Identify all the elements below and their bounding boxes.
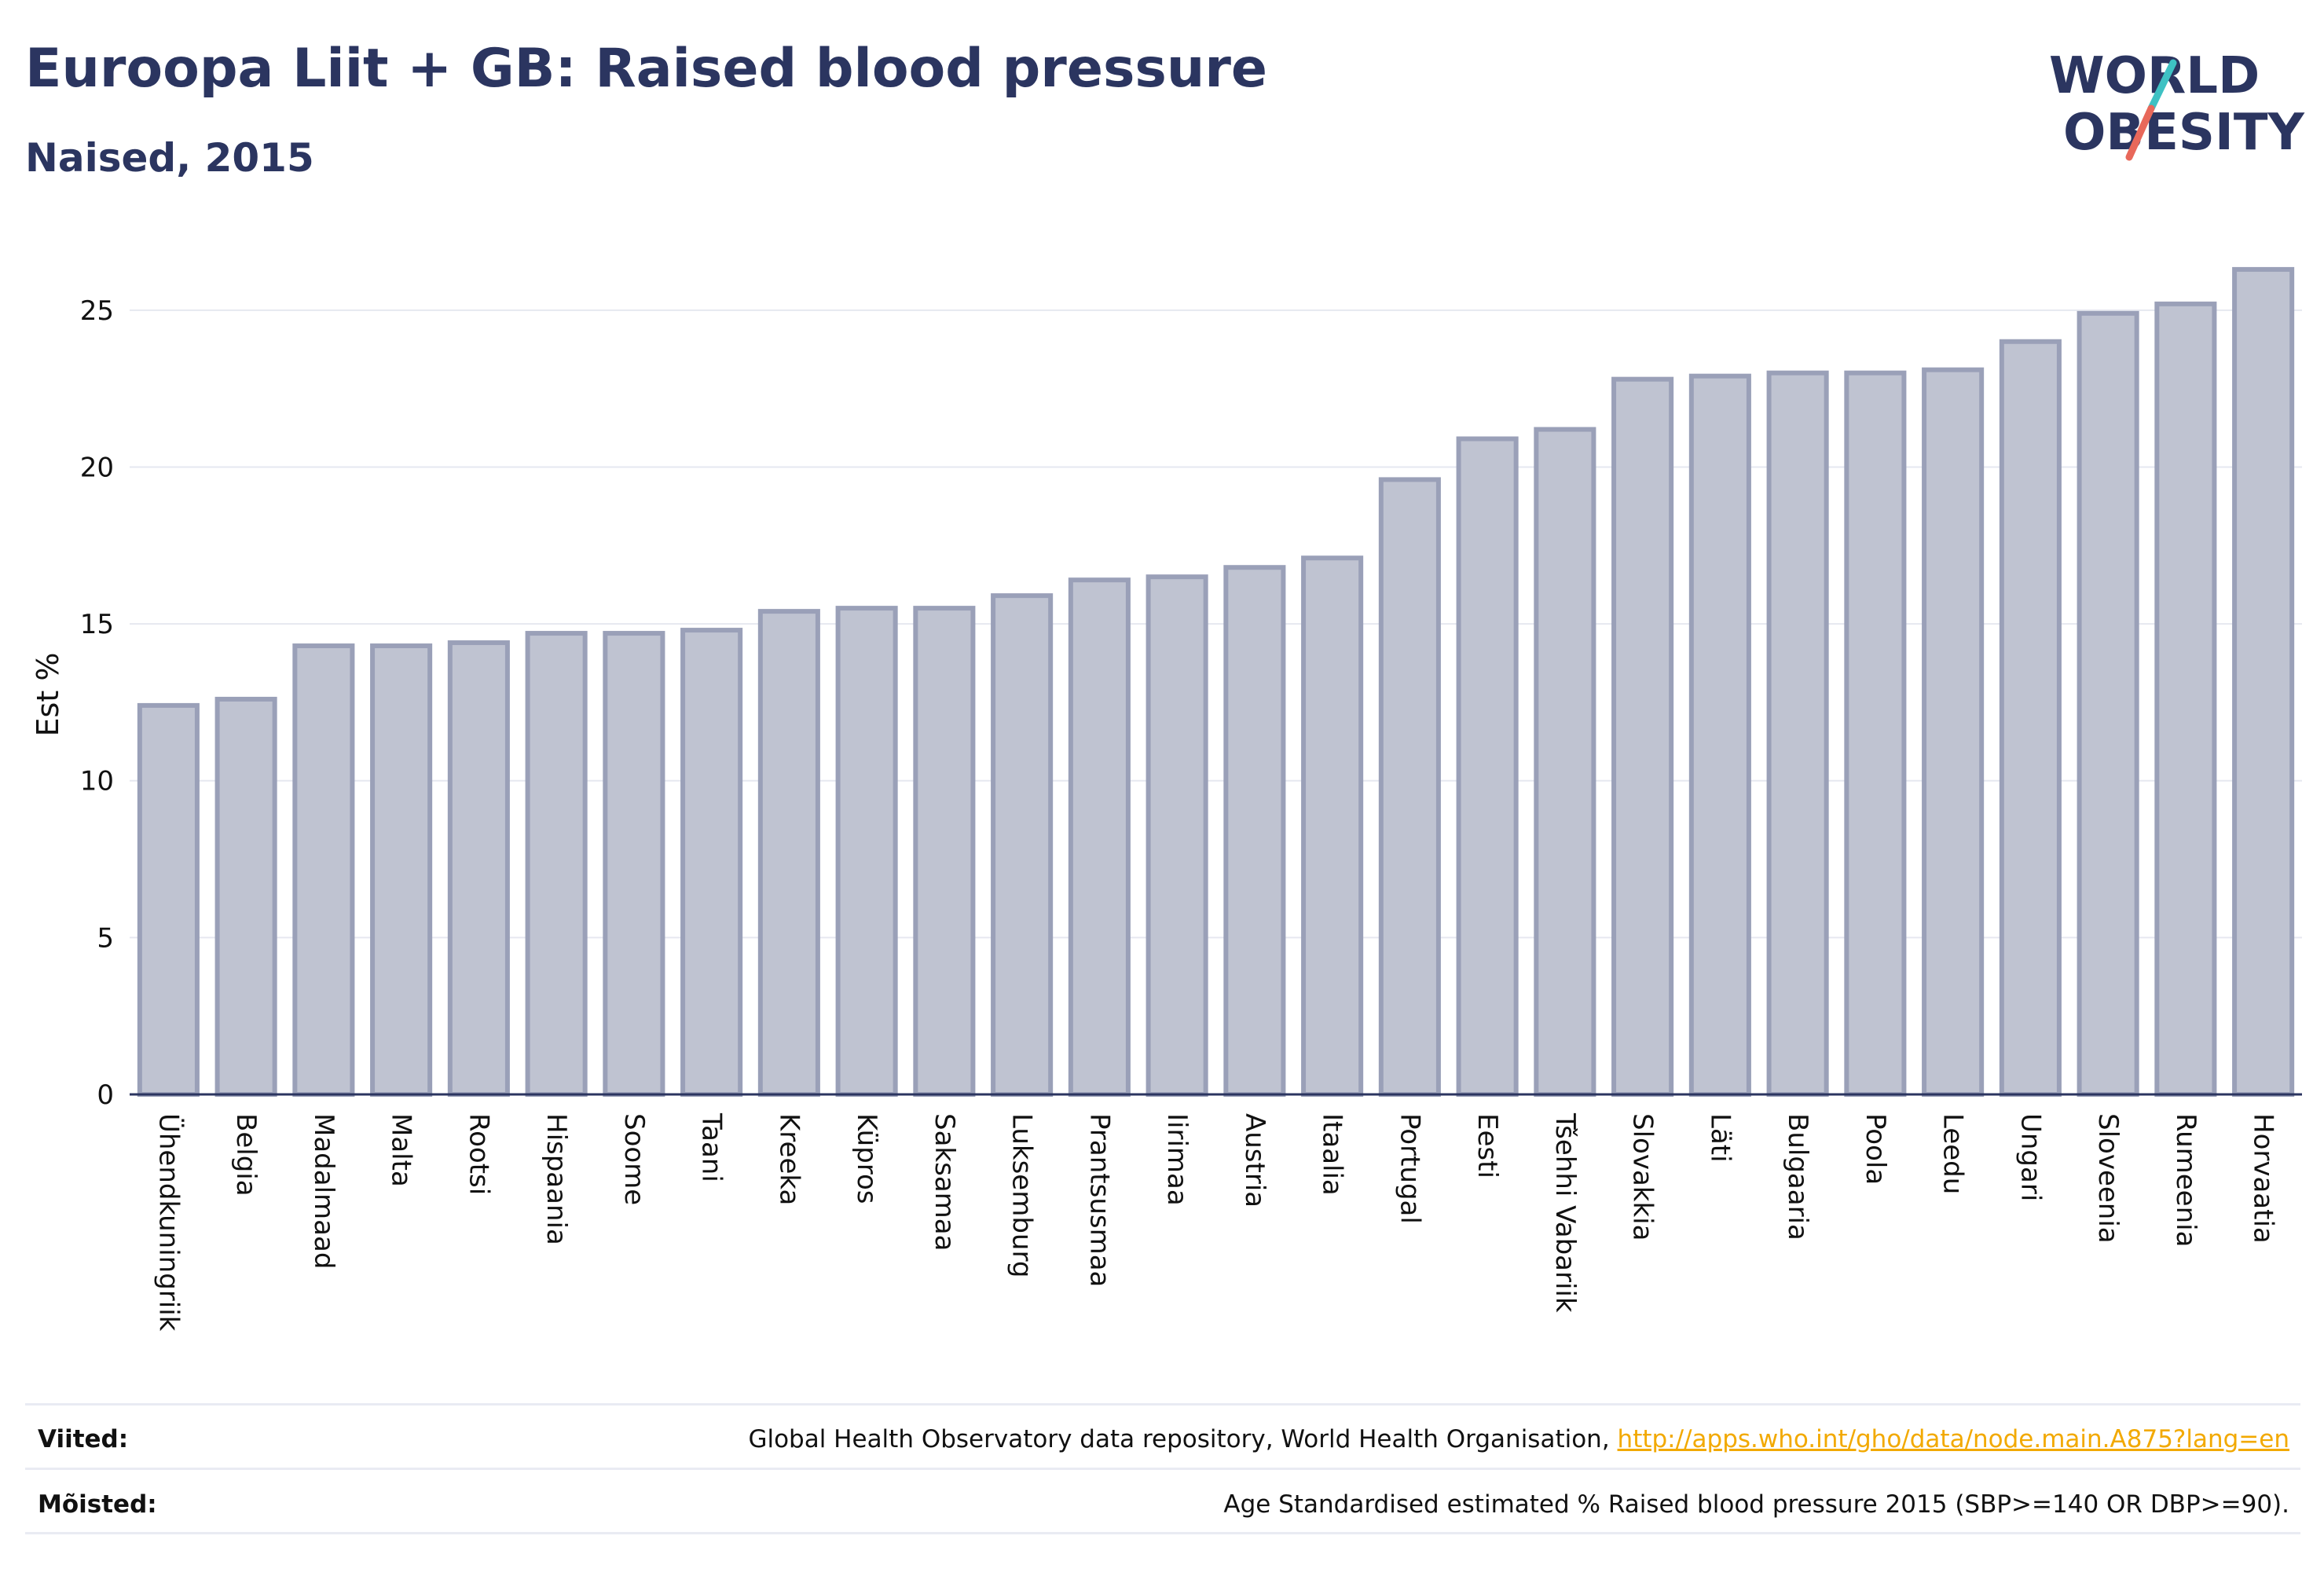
y-axis-label: Est % <box>31 653 65 737</box>
bar <box>757 609 820 1097</box>
bar <box>913 606 976 1097</box>
logo-slash-top <box>2147 59 2177 112</box>
bar <box>1456 436 1519 1097</box>
x-tick-label: Itaalia <box>1317 1113 1348 1196</box>
x-tick-labels: Ühendkuningriik Belgia Madalmaad Malta Roots… <box>152 1112 2278 1332</box>
x-tick-label: Bulgaaria <box>1782 1113 1813 1241</box>
bar <box>525 631 588 1097</box>
bar <box>1146 574 1208 1097</box>
bar <box>1688 373 1751 1097</box>
chart-title: Euroopa Liit + GB: Raised blood pressure <box>25 38 1267 100</box>
bar <box>1068 577 1131 1097</box>
x-tick-label: Sloveenia <box>2092 1113 2124 1244</box>
x-tick-label: Hispaania <box>541 1113 572 1245</box>
bar <box>370 643 433 1097</box>
bar <box>292 643 355 1097</box>
bar <box>1844 370 1907 1097</box>
bar <box>991 593 1054 1097</box>
bar <box>2077 310 2139 1097</box>
x-tick-label: Eesti <box>1472 1113 1503 1178</box>
x-tick-label: Portugal <box>1394 1113 1425 1224</box>
bars <box>137 266 2295 1098</box>
x-tick-label: Tšehhi Vabariik <box>1549 1112 1581 1313</box>
bar <box>214 696 277 1098</box>
x-tick-label: Leedu <box>1937 1113 1969 1194</box>
sources-label: Viited: <box>38 1425 129 1453</box>
x-tick-label: Rootsi <box>463 1113 494 1195</box>
bar <box>1766 370 1829 1097</box>
footer-divider-bottom <box>25 1532 2300 1534</box>
x-tick-label: Saksamaa <box>929 1113 960 1251</box>
x-tick-label: Luksemburg <box>1006 1113 1038 1277</box>
bar <box>603 631 665 1097</box>
bar <box>2232 266 2295 1097</box>
footer-divider-middle <box>25 1468 2300 1470</box>
x-tick-label: Belgia <box>230 1113 262 1197</box>
x-tick-label: Ungari <box>2014 1113 2046 1201</box>
x-tick-label: Küpros <box>851 1113 882 1204</box>
x-tick-label: Soome <box>618 1113 650 1205</box>
x-tick-label: Taani <box>696 1112 728 1182</box>
x-tick-label: Poola <box>1860 1113 1891 1185</box>
y-tick-label: 10 <box>80 766 114 797</box>
x-tick-label: Iirimaa <box>1161 1113 1193 1206</box>
x-tick-label: Läti <box>1704 1113 1736 1163</box>
logo-text-obesity: OBESITY <box>2063 104 2304 162</box>
bar <box>1999 339 2062 1097</box>
bar <box>1301 555 1364 1097</box>
bar <box>835 606 898 1097</box>
bar <box>1922 367 1985 1097</box>
footer-divider-top <box>25 1403 2300 1406</box>
y-tick-labels: 0 5 10 15 20 25 <box>80 295 114 1111</box>
bar <box>2154 301 2217 1098</box>
bar <box>1611 376 1674 1097</box>
x-tick-label: Austria <box>1239 1113 1270 1208</box>
sources-link[interactable]: http://apps.who.int/gho/data/node.main.A… <box>1617 1425 2289 1453</box>
chart-subtitle: Naised, 2015 <box>25 135 314 181</box>
y-tick-label: 15 <box>80 609 114 640</box>
bar <box>447 640 510 1097</box>
x-tick-label: Madalmaad <box>308 1113 339 1269</box>
definitions-text: Age Standardised estimated % Raised bloo… <box>1223 1490 2289 1519</box>
bar <box>1378 477 1441 1097</box>
y-tick-label: 20 <box>80 452 114 483</box>
bar-chart: 0 5 10 15 20 25 Ühendkuningriik Belgia Madalmaa… <box>31 266 2302 1332</box>
x-tick-label: Slovakkia <box>1627 1113 1659 1241</box>
bar <box>137 702 200 1097</box>
sources-text: Global Health Observatory data repositor… <box>748 1425 2289 1453</box>
y-tick-label: 5 <box>97 922 114 954</box>
x-tick-label: Ühendkuningriik <box>152 1113 185 1332</box>
sources-description: Global Health Observatory data repositor… <box>748 1425 1618 1453</box>
bar <box>680 628 743 1097</box>
x-tick-label: Malta <box>386 1113 417 1187</box>
y-tick-label: 25 <box>80 295 114 327</box>
y-tick-label: 0 <box>97 1079 114 1111</box>
x-tick-label: Prantsusmaa <box>1083 1113 1115 1287</box>
logo-slash-bottom <box>2125 104 2155 161</box>
bar <box>1534 427 1596 1097</box>
definitions-label: Mõisted: <box>38 1490 157 1519</box>
x-tick-label: Rumeenia <box>2170 1113 2201 1247</box>
world-obesity-logo: WORLD OBESITY <box>2049 47 2304 162</box>
x-tick-label: Horvaatia <box>2248 1113 2279 1244</box>
bar <box>1223 565 1286 1097</box>
x-tick-label: Kreeka <box>773 1113 805 1205</box>
